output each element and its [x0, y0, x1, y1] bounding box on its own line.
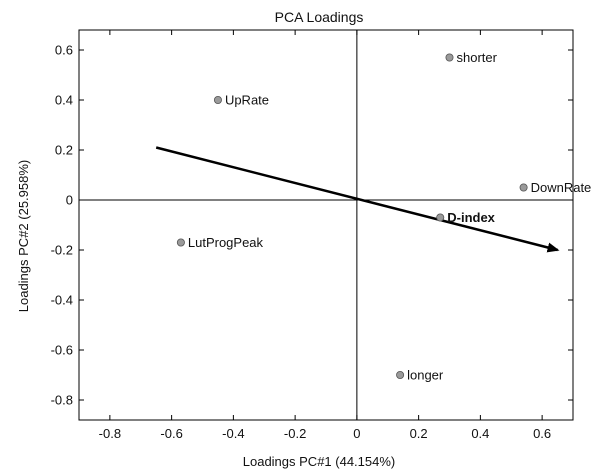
y-tick-label: -0.6: [51, 343, 73, 358]
x-tick-label: -0.2: [284, 426, 306, 441]
y-tick-label: 0.6: [55, 43, 73, 58]
x-tick-label: -0.8: [99, 426, 121, 441]
plot-frame: [78, 29, 574, 421]
data-point-label: LutProgPeak: [188, 235, 264, 250]
x-tick-label: 0: [353, 426, 360, 441]
x-axis-title: Loadings PC#1 (44.154%): [243, 454, 396, 469]
data-point-label: UpRate: [225, 93, 269, 108]
y-tick-label: -0.4: [51, 293, 73, 308]
plot-area: -0.8 -0.6 -0.4 -0.2 0 0.2 0.4 0.6 -0.8 -0.6 -0.4 -0…: [51, 29, 592, 441]
data-point-label: D-index: [447, 210, 495, 225]
y-axis-title: Loadings PC#2 (25.958%): [16, 160, 31, 313]
y-tick-label: 0.2: [55, 143, 73, 158]
y-tick-label: -0.8: [51, 393, 73, 408]
data-point-label: longer: [407, 368, 444, 383]
data-point: [176, 238, 185, 247]
chart-title: PCA Loadings: [275, 9, 364, 25]
x-tick-label: 0.4: [471, 426, 489, 441]
data-point-label: shorter: [457, 50, 498, 65]
x-tick-label: -0.6: [160, 426, 182, 441]
data-point-label: DownRate: [531, 180, 592, 195]
data-point: [213, 96, 222, 105]
data-point: [436, 213, 445, 222]
data-point: [396, 370, 405, 379]
y-tick-label: 0: [66, 193, 73, 208]
y-tick-label: -0.2: [51, 243, 73, 258]
x-tick-label: 0.6: [533, 426, 551, 441]
data-point: [519, 183, 528, 192]
direction-arrow: [155, 146, 560, 253]
data-point: [445, 53, 454, 62]
x-tick-label: 0.2: [410, 426, 428, 441]
x-tick-label: -0.4: [222, 426, 244, 441]
y-tick-label: 0.4: [55, 93, 73, 108]
